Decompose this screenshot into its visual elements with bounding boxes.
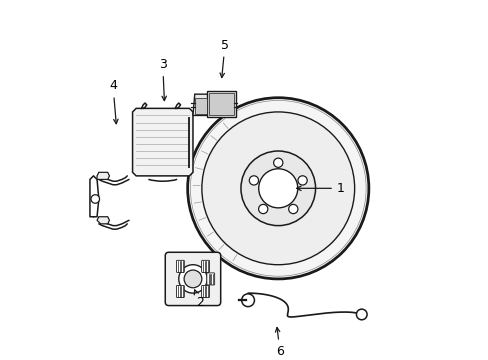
Circle shape: [183, 270, 202, 288]
Polygon shape: [97, 217, 109, 224]
Circle shape: [241, 151, 315, 226]
Circle shape: [273, 158, 282, 167]
FancyBboxPatch shape: [201, 260, 209, 273]
Circle shape: [258, 169, 297, 208]
Circle shape: [179, 265, 207, 293]
Circle shape: [202, 112, 354, 265]
Circle shape: [91, 195, 100, 203]
Circle shape: [249, 176, 258, 185]
Polygon shape: [194, 98, 207, 114]
Text: 1: 1: [296, 182, 344, 195]
Polygon shape: [208, 93, 233, 116]
Circle shape: [356, 309, 366, 320]
FancyBboxPatch shape: [206, 273, 214, 285]
Circle shape: [187, 98, 368, 279]
Circle shape: [241, 294, 254, 307]
Polygon shape: [193, 94, 208, 116]
FancyBboxPatch shape: [176, 285, 184, 297]
FancyBboxPatch shape: [165, 252, 220, 306]
Text: 3: 3: [159, 58, 166, 101]
Text: 5: 5: [220, 39, 228, 77]
Circle shape: [288, 204, 297, 213]
Text: 4: 4: [109, 80, 118, 124]
Text: 6: 6: [275, 328, 284, 357]
FancyBboxPatch shape: [201, 285, 209, 297]
FancyBboxPatch shape: [176, 260, 184, 273]
Circle shape: [258, 204, 267, 213]
Text: 2: 2: [194, 290, 203, 309]
Polygon shape: [97, 172, 109, 179]
Circle shape: [297, 176, 306, 185]
Polygon shape: [207, 91, 235, 117]
Polygon shape: [132, 108, 193, 176]
